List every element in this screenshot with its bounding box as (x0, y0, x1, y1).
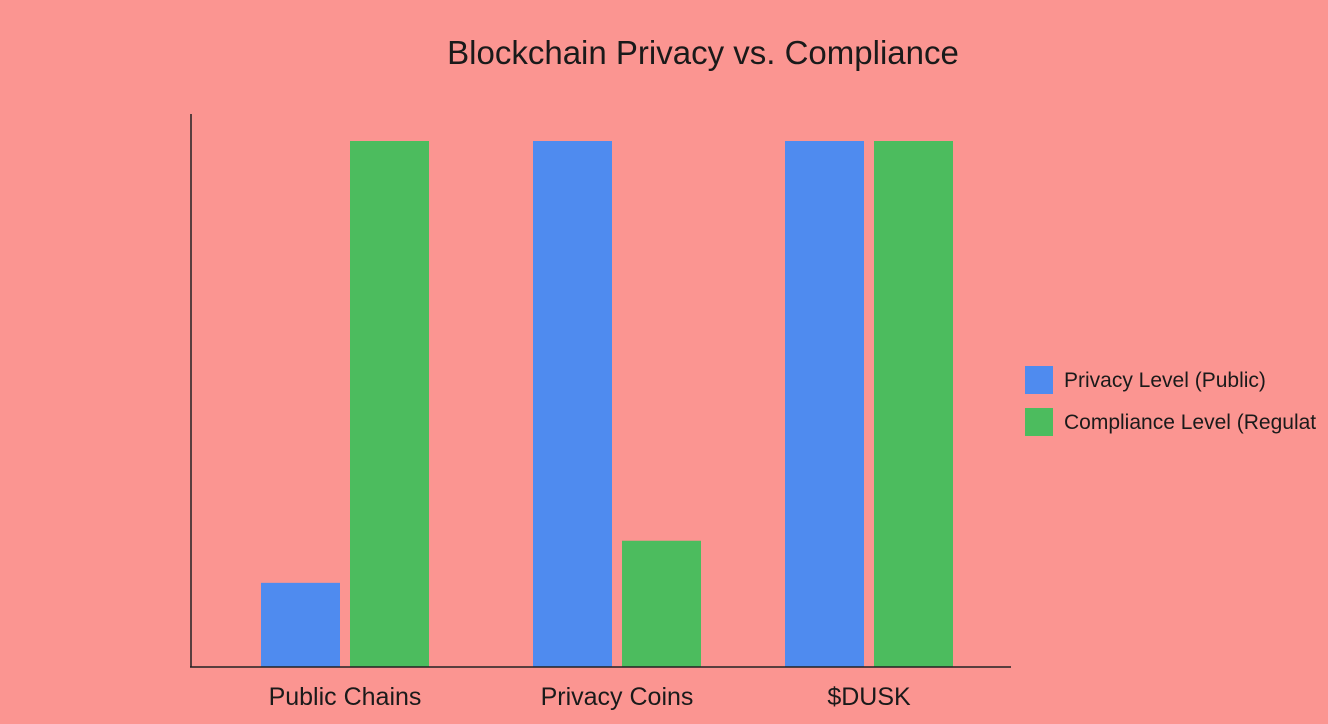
legend-item: Privacy Level (Public) (1025, 366, 1266, 394)
legend-label: Compliance Level (Regulat (1064, 411, 1316, 434)
legend-item: Compliance Level (Regulat (1025, 408, 1316, 436)
x-tick-label: Public Chains (269, 683, 422, 711)
bar-privacy-2 (785, 141, 864, 667)
legend-label: Privacy Level (Public) (1064, 369, 1266, 392)
bar-compliance-2 (874, 141, 953, 667)
bar-compliance-0 (350, 141, 429, 667)
bar-privacy-0 (261, 582, 340, 667)
x-tick-labels: Public Chains Privacy Coins $DUSK (269, 683, 911, 711)
x-tick-label: $DUSK (827, 683, 911, 711)
legend: Privacy Level (Public) Compliance Level (… (1025, 366, 1316, 436)
bar-privacy-1 (533, 141, 612, 667)
chart-title: Blockchain Privacy vs. Compliance (447, 34, 959, 71)
x-tick-label: Privacy Coins (541, 683, 694, 711)
legend-swatch (1025, 366, 1053, 394)
legend-swatch (1025, 408, 1053, 436)
bar-compliance-1 (622, 540, 701, 667)
bars-group (261, 141, 953, 667)
